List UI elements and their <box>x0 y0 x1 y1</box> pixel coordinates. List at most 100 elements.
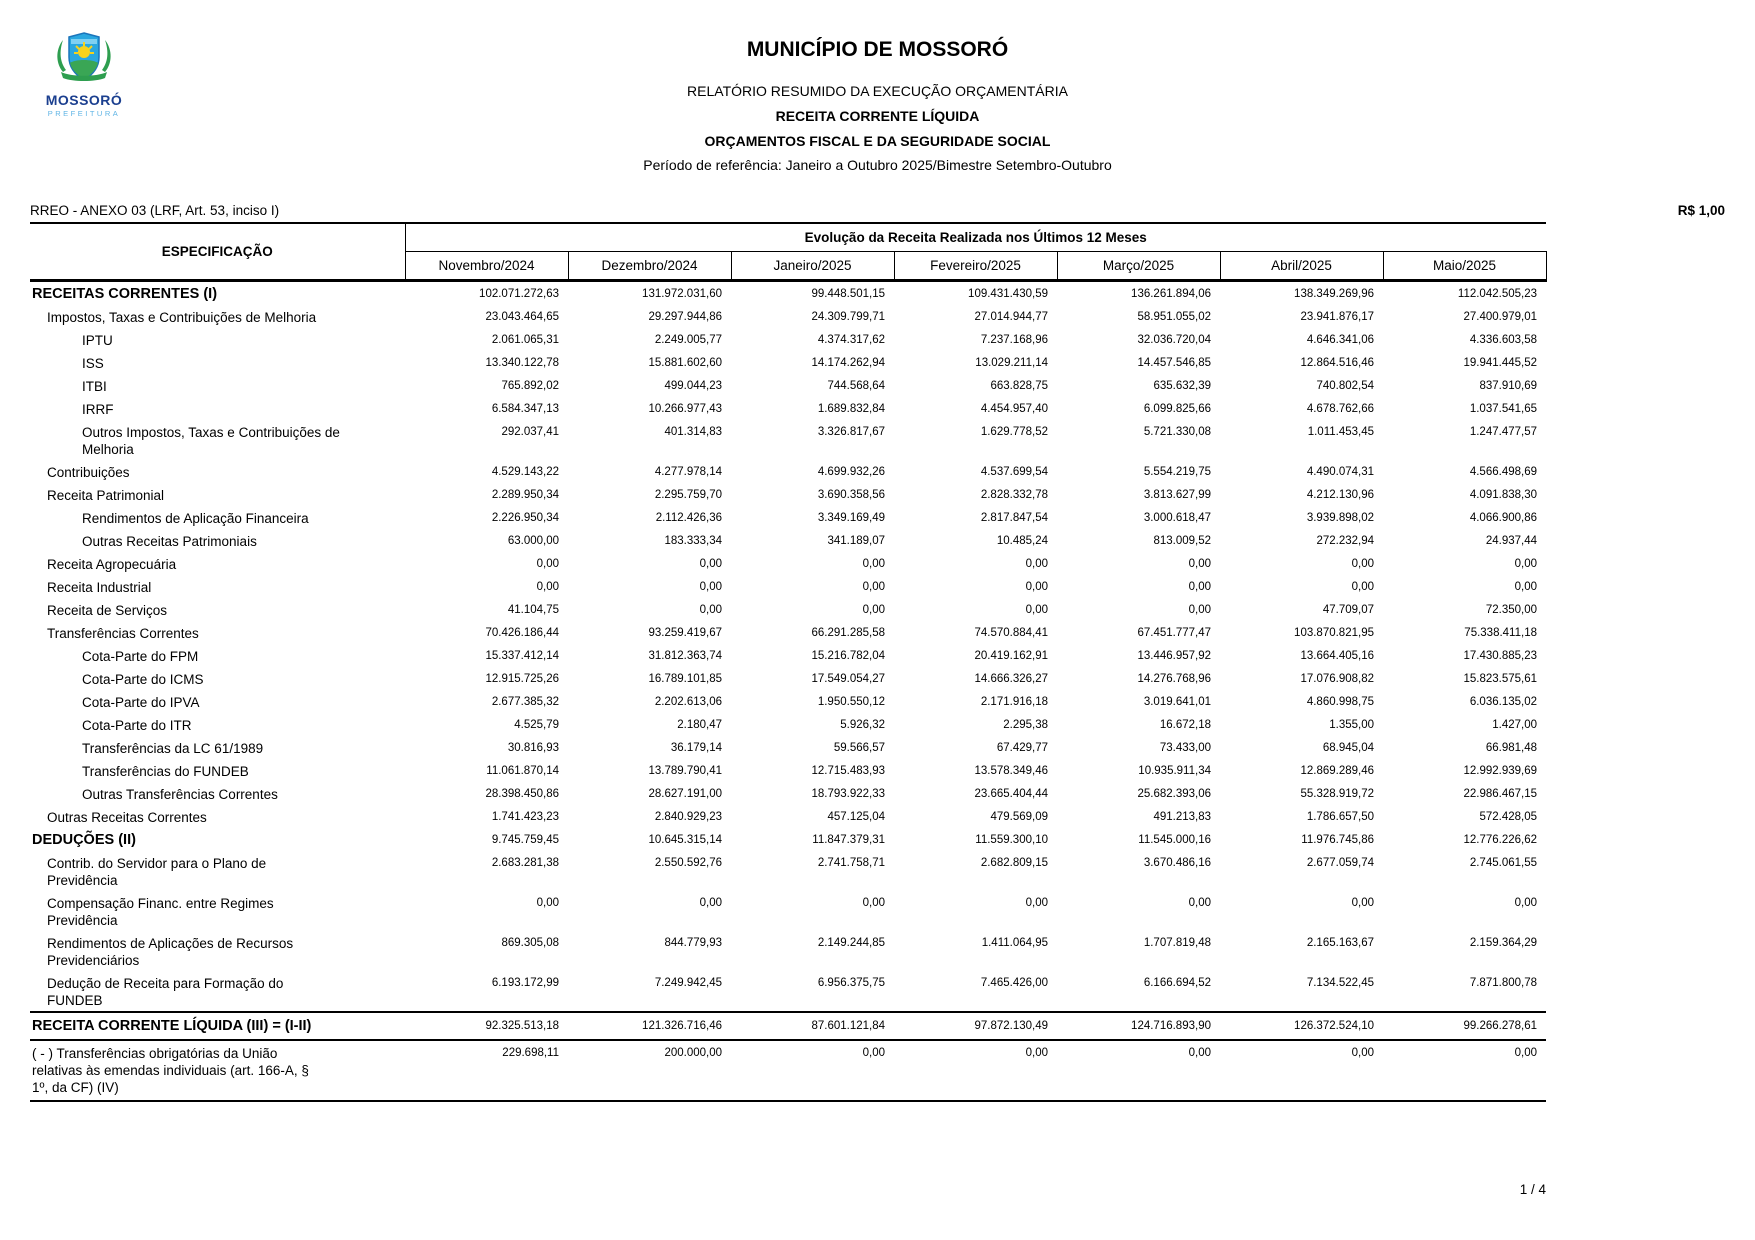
cell-value: 844.779,93 <box>664 937 722 949</box>
row-label: Compensação Financ. entre Regimes Previd… <box>47 896 274 928</box>
cell-value: 10.935.911,34 <box>1138 765 1211 777</box>
row-label: Rendimentos de Aplicações de Recursos Pr… <box>47 936 294 968</box>
cell-value: 10.266.977,43 <box>648 403 722 415</box>
row-label: Receita Industrial <box>47 580 152 595</box>
cell-value: 2.741.758,71 <box>817 857 885 869</box>
cell-value: 68.945,04 <box>1322 742 1374 754</box>
cell-value: 1.411.064,95 <box>981 937 1048 949</box>
cell-value: 183.333,34 <box>664 535 722 547</box>
cell-value: 28.627.191,00 <box>648 788 722 800</box>
cell-value: 24.309.799,71 <box>811 311 885 323</box>
cell-value: 9.745.759,45 <box>491 834 559 846</box>
cell-value: 92.325.513,18 <box>405 1011 568 1041</box>
cell-value: 2.677.059,74 <box>1306 857 1374 869</box>
cell-value: 13.664.405,16 <box>1300 650 1374 662</box>
cell-value: 3.939.898,02 <box>1306 512 1374 524</box>
cell-value: 292.037,41 <box>501 426 559 438</box>
row-label: Receita Patrimonial <box>47 488 165 503</box>
row-label: RECEITAS CORRENTES (I) <box>32 286 218 302</box>
cell-value: 66.291.285,58 <box>811 627 885 639</box>
cell-value: 3.326.817,67 <box>817 426 885 438</box>
table-body: RECEITAS CORRENTES (I) 102.071.272,63 131.… <box>30 281 1546 1102</box>
cell-value: 2.180,47 <box>677 719 722 731</box>
cell-value: 7.134.522,45 <box>1306 977 1374 989</box>
cell-value: 7.871.800,78 <box>1469 977 1537 989</box>
cell-value: 17.549.054,27 <box>811 673 885 685</box>
cell-value: 72.350,00 <box>1485 604 1537 616</box>
cell-value: 0,00 <box>1383 1040 1546 1102</box>
cell-value: 31.812.363,74 <box>648 650 722 662</box>
cell-value: 5.926,32 <box>840 719 885 731</box>
table-row: Rendimentos de Aplicações de Recursos Pr… <box>30 931 1546 971</box>
cell-value: 0,00 <box>894 1040 1057 1102</box>
row-label: Outras Receitas Patrimoniais <box>82 534 257 549</box>
cell-value: 73.433,00 <box>1159 742 1211 754</box>
row-label: ITBI <box>82 379 107 394</box>
cell-value: 0,00 <box>1188 558 1211 570</box>
cell-value: 67.429,77 <box>996 742 1048 754</box>
cell-value: 12.869.289,46 <box>1300 765 1374 777</box>
cell-value: 869.305,08 <box>501 937 559 949</box>
cell-value: 2.550.592,76 <box>654 857 722 869</box>
revenue-table: ESPECIFICAÇÃO Evolução da Receita Realiz… <box>30 222 1547 1102</box>
coat-of-arms-icon <box>57 32 111 81</box>
cell-value: 0,00 <box>1188 604 1211 616</box>
cell-value: 0,00 <box>1351 558 1374 570</box>
cell-value: 0,00 <box>1514 558 1537 570</box>
cell-value: 121.326.716,46 <box>568 1011 731 1041</box>
cell-value: 70.426.186,44 <box>485 627 559 639</box>
row-label: Cota-Parte do FPM <box>82 649 199 664</box>
report-subtitle-1: RELATÓRIO RESUMIDO DA EXECUÇÃO ORÇAMENTÁ… <box>687 83 1068 99</box>
table-row: DEDUÇÕES (II) 9.745.759,45 10.645.315,14 11… <box>30 828 1546 851</box>
cell-value: 0,00 <box>1220 1040 1383 1102</box>
evolution-group-header: Evolução da Receita Realizada nos Último… <box>405 222 1546 252</box>
cell-value: 74.570.884,41 <box>974 627 1048 639</box>
row-label: Receita Agropecuária <box>47 557 177 572</box>
table-row: Transferências da LC 61/1989 30.816,93 36.… <box>30 736 1546 759</box>
table-row: Rendimentos de Aplicação Financeira 2.226… <box>30 506 1546 529</box>
cell-value: 16.672,18 <box>1159 719 1211 731</box>
cell-value: 4.566.498,69 <box>1469 466 1537 478</box>
cell-value: 14.457.546,85 <box>1137 357 1211 369</box>
cell-value: 3.000.618,47 <box>1143 512 1211 524</box>
cell-value: 13.789.790,41 <box>648 765 722 777</box>
row-label: Outros Impostos, Taxas e Contribuições d… <box>82 425 340 457</box>
report-subtitle-3: ORÇAMENTOS FISCAL E DA SEGURIDADE SOCIAL <box>704 133 1051 149</box>
row-label: Cota-Parte do ICMS <box>82 672 204 687</box>
logo-city-name: MOSSORÓ <box>45 92 123 108</box>
cell-value: 3.813.627,99 <box>1143 489 1211 501</box>
cell-value: 2.682.809,15 <box>980 857 1048 869</box>
table-row: Impostos, Taxas e Contribuições de Melho… <box>30 305 1546 328</box>
cell-value: 3.349.169,49 <box>817 512 885 524</box>
cell-value: 1.011.453,45 <box>1307 426 1374 438</box>
cell-value: 13.578.349,46 <box>974 765 1048 777</box>
page-number: 1 / 4 <box>1519 1182 1546 1197</box>
cell-value: 15.216.782,04 <box>811 650 885 662</box>
report-subtitle-2: RECEITA CORRENTE LÍQUIDA <box>775 108 980 124</box>
cell-value: 15.337.412,14 <box>485 650 559 662</box>
cell-value: 99.448.501,15 <box>811 288 885 300</box>
table-row: ITBI 765.892,02 499.044,23 744.568,64 663.82… <box>30 374 1546 397</box>
cell-value: 7.237.168,96 <box>980 334 1048 346</box>
column-header: Maio/2025 <box>1383 251 1547 282</box>
cell-value: 4.525,79 <box>514 719 559 731</box>
cell-value: 23.043.464,65 <box>485 311 559 323</box>
cell-value: 30.816,93 <box>507 742 559 754</box>
cell-value: 6.166.694,52 <box>1143 977 1211 989</box>
cell-value: 0,00 <box>1351 897 1374 909</box>
cell-value: 1.037.541,65 <box>1469 403 1537 415</box>
table-row: Transferências do FUNDEB 11.061.870,14 13.… <box>30 759 1546 782</box>
table-row: Cota-Parte do ITR 4.525,79 2.180,47 5.926,3… <box>30 713 1546 736</box>
report-header: MUNICÍPIO DE MOSSORÓ RELATÓRIO RESUMIDO … <box>30 0 1725 173</box>
cell-value: 272.232,94 <box>1316 535 1374 547</box>
cell-value: 1.629.778,52 <box>980 426 1048 438</box>
cell-value: 14.666.326,27 <box>974 673 1048 685</box>
cell-value: 87.601.121,84 <box>731 1011 894 1041</box>
cell-value: 0,00 <box>862 581 885 593</box>
cell-value: 67.451.777,47 <box>1137 627 1211 639</box>
cell-value: 3.019.641,01 <box>1143 696 1211 708</box>
cell-value: 6.956.375,75 <box>817 977 885 989</box>
table-row: ( - ) Transferências obrigatórias da Uni… <box>30 1040 1546 1102</box>
cell-value: 0,00 <box>1514 897 1537 909</box>
cell-value: 12.715.483,93 <box>811 765 885 777</box>
